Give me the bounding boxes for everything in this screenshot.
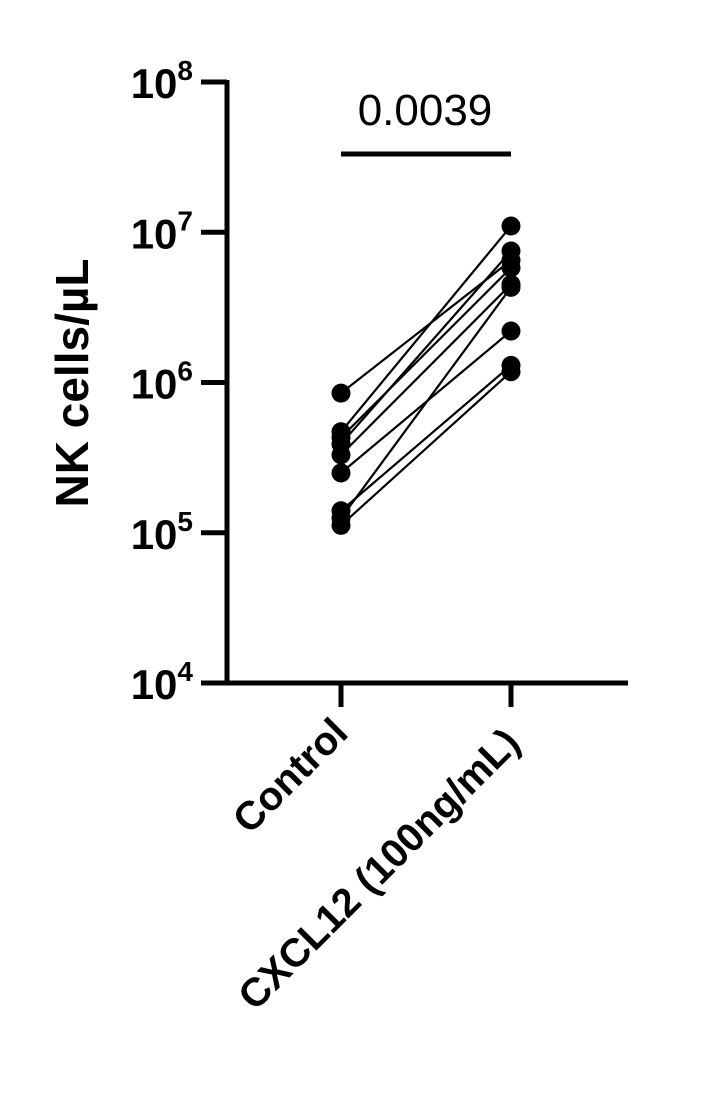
- y-tick-label-5: 105: [131, 506, 193, 558]
- point-cxcl12-7: [501, 277, 521, 297]
- point-control-0: [331, 383, 351, 403]
- x-category-label-0: Control: [225, 710, 357, 842]
- significance-annotation: 0.0039: [341, 86, 511, 157]
- point-control-4: [331, 445, 351, 465]
- point-cxcl12-1: [501, 216, 521, 236]
- p-value-label: 0.0039: [358, 86, 493, 135]
- pair-line-1: [340, 225, 512, 433]
- y-ticks: 104 105 106 107 108: [131, 55, 227, 708]
- pair-line-8: [340, 370, 512, 527]
- paired-lines: [340, 225, 512, 527]
- y-tick-label-4: 104: [131, 656, 194, 708]
- pair-line-6: [340, 364, 512, 512]
- point-control-8: [331, 515, 351, 535]
- pair-line-3: [340, 250, 512, 445]
- y-tick-label-6: 106: [131, 356, 193, 408]
- point-cxcl12-2: [501, 258, 521, 278]
- y-tick-label-8: 108: [131, 55, 193, 107]
- data-points: [331, 216, 521, 535]
- point-control-5: [331, 463, 351, 483]
- y-tick-label-7: 107: [131, 205, 193, 257]
- axes: [224, 80, 628, 707]
- pair-line-4: [340, 283, 512, 456]
- point-cxcl12-8: [501, 362, 521, 382]
- point-cxcl12-3: [501, 241, 521, 261]
- y-axis-label: NK cells/µL: [46, 259, 98, 508]
- point-cxcl12-5: [501, 321, 521, 341]
- pair-line-7: [340, 286, 512, 519]
- pair-line-2: [340, 267, 512, 439]
